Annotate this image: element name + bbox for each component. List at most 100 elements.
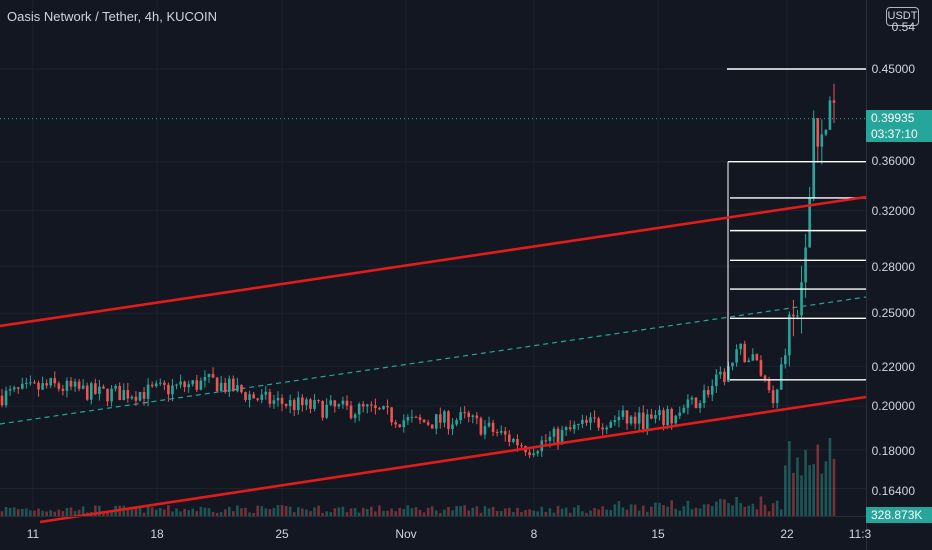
candle-body: [252, 394, 255, 399]
currency-button[interactable]: USDT: [886, 7, 919, 26]
candle-body: [150, 384, 154, 387]
volume-bar: [301, 508, 304, 516]
candle-body: [236, 385, 239, 392]
candle-body: [49, 378, 53, 386]
candle-body: [272, 400, 276, 404]
candle-body: [439, 414, 442, 423]
volume-bar: [195, 511, 199, 516]
candle-body: [739, 343, 742, 350]
price-tick: 0.45000: [871, 62, 915, 76]
volume-bar: [662, 504, 665, 516]
volume-bar: [812, 464, 816, 516]
volume-bar: [820, 473, 824, 516]
candle-body: [65, 380, 69, 391]
candle-body: [114, 385, 117, 389]
candle-body: [337, 404, 341, 407]
candle-body: [211, 373, 215, 378]
volume-bar: [365, 508, 369, 516]
candle-body: [743, 343, 747, 363]
volume-bar: [633, 504, 637, 516]
volume-bar: [625, 509, 629, 516]
volume-bar: [479, 512, 483, 516]
candle-body: [29, 382, 32, 384]
candle-body: [305, 399, 308, 406]
volume-bar: [203, 507, 207, 516]
volume-bar: [187, 510, 190, 516]
candle-body: [471, 415, 475, 417]
volume-bar: [276, 505, 280, 516]
candle-body: [447, 411, 450, 429]
symbol-title[interactable]: Oasis Network / Tether, 4h, KUCOIN: [7, 9, 217, 24]
volume-bar: [0, 511, 4, 516]
candle-body: [426, 422, 430, 425]
volume-bar: [686, 500, 690, 516]
volume-bar: [69, 507, 73, 516]
candle-body: [674, 415, 678, 424]
volume-bar: [690, 509, 694, 516]
horizontal-levels: [727, 68, 866, 381]
candle-body: [195, 380, 199, 390]
candle-body: [349, 405, 353, 419]
volume-bar: [682, 506, 686, 516]
candle-body: [516, 438, 519, 446]
time-tick: 25: [275, 527, 289, 541]
volume-bar: [223, 509, 227, 516]
candle-body: [568, 427, 572, 430]
volume-bar: [134, 507, 138, 516]
candle-body: [146, 384, 150, 399]
candle-body: [641, 412, 645, 430]
candle-body: [154, 383, 158, 387]
volume-bar: [329, 512, 333, 516]
candle-body: [487, 422, 491, 427]
volume-bar: [333, 508, 337, 516]
volume-bar: [142, 512, 146, 516]
volume-bar: [487, 508, 491, 516]
volume-bar: [735, 496, 738, 516]
candle-body: [256, 398, 259, 400]
candle-body: [398, 424, 402, 428]
volume-bar: [670, 500, 673, 516]
volume-bar: [641, 505, 645, 516]
candle-body: [763, 375, 767, 380]
volume-bar: [706, 504, 710, 516]
candle-body: [191, 380, 195, 385]
volume-bar: [589, 510, 592, 516]
candle-body: [81, 385, 85, 389]
candle-body: [585, 419, 588, 423]
candle-body: [572, 424, 576, 430]
candle-body: [175, 384, 178, 386]
candle-body: [61, 388, 65, 391]
volume-bar: [25, 508, 28, 516]
candle-body: [357, 404, 361, 415]
candle-body: [719, 371, 722, 375]
volume-bar: [240, 508, 243, 516]
volume-bar: [678, 510, 682, 516]
candle-body: [735, 349, 738, 363]
candle-body: [816, 118, 820, 147]
volume-bar: [759, 496, 763, 516]
volume-bar: [130, 508, 134, 516]
volume-bar: [508, 507, 511, 516]
candle-body: [118, 385, 121, 401]
volume-bar: [150, 507, 154, 516]
candle-body: [678, 412, 682, 416]
volume-bar: [560, 508, 564, 516]
candle-body: [296, 397, 300, 411]
price-tick-top-cut: 0.54: [891, 20, 915, 34]
candle-body: [581, 419, 584, 424]
volume-bar: [211, 511, 215, 516]
volume-bar: [175, 508, 178, 516]
candle-body: [171, 385, 174, 395]
volume-bar: [499, 510, 503, 516]
candle-body: [792, 314, 795, 317]
candle-body: [227, 378, 231, 392]
candle-body: [341, 400, 345, 405]
volume-bar: [597, 509, 600, 516]
candle-body: [406, 417, 410, 421]
volume-bar: [743, 506, 747, 516]
candle-body: [402, 420, 406, 428]
volume-bar: [94, 505, 97, 516]
candle-body: [621, 410, 625, 417]
